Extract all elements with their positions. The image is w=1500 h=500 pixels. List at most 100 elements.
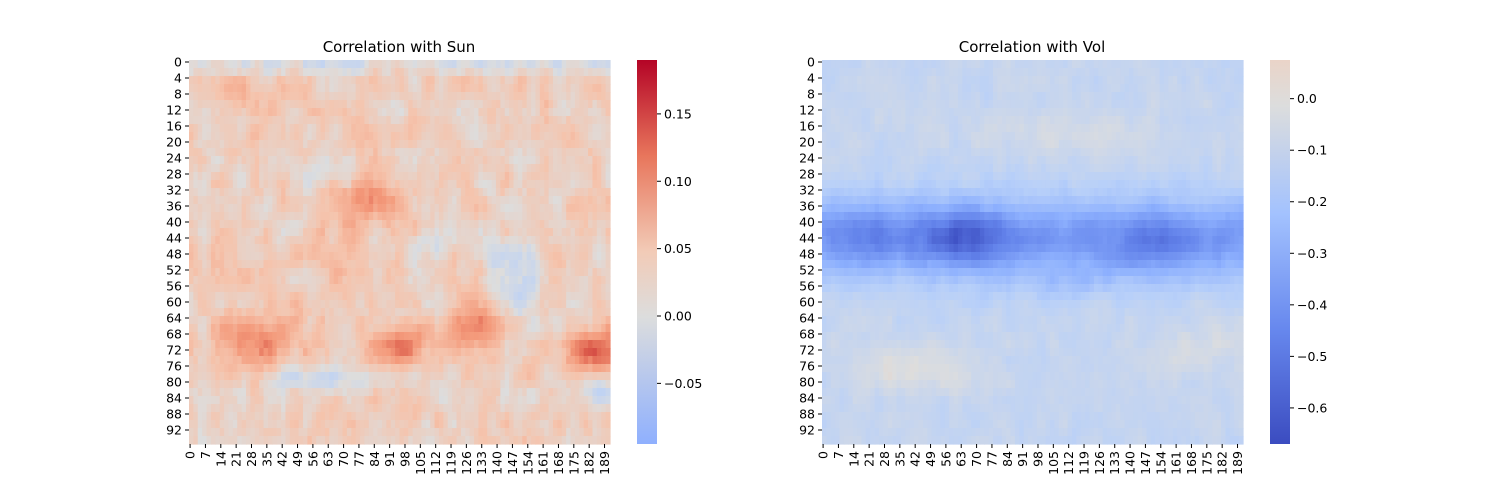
heatmap-cell [430,228,436,237]
heatmap-cell [254,220,260,229]
heatmap-cell [267,396,273,405]
heatmap-cell [478,284,484,293]
heatmap-cell [517,172,523,181]
heatmap-cell [535,84,541,93]
heatmap-cell [386,348,392,357]
x-tick-label: 77 [351,451,366,467]
heatmap-cell [263,164,269,173]
heatmap-cell [417,300,423,309]
heatmap-cell [478,268,484,277]
heatmap-cell [1128,60,1134,69]
heatmap-cell [596,92,602,101]
heatmap-cell [197,324,203,333]
heatmap-cell [333,204,339,213]
heatmap-cell [478,260,484,269]
heatmap-cell [228,332,234,341]
heatmap-cell [320,300,326,309]
heatmap-cell [469,308,475,317]
heatmap-cell [482,396,488,405]
heatmap-cell [548,244,554,253]
heatmap-cell [561,124,567,133]
heatmap-cell [848,68,854,77]
heatmap-cell [237,100,243,109]
heatmap-cell [531,108,537,117]
heatmap-cell [224,60,230,69]
heatmap-cell [535,100,541,109]
heatmap-cell [189,212,194,221]
heatmap-cell [474,348,480,357]
heatmap-cell [241,364,247,373]
heatmap-cell [443,332,449,341]
heatmap-cell [368,220,374,229]
heatmap-cell [342,180,348,189]
heatmap-cell [605,324,611,333]
heatmap-cell [1185,68,1191,77]
heatmap-cell [189,124,194,133]
heatmap-cell [254,188,260,197]
heatmap-cell [522,60,528,69]
heatmap-cell [237,116,243,125]
heatmap-cell [474,420,480,429]
heatmap-cell [596,436,602,445]
heatmap-cell [535,396,541,405]
heatmap-cell [421,388,427,397]
heatmap-cell [557,364,563,373]
heatmap-cell [351,276,357,285]
heatmap-cell [364,132,370,141]
heatmap-cell [219,228,225,237]
heatmap-cell [469,148,475,157]
heatmap-cell [513,372,519,381]
heatmap-cell [399,188,405,197]
heatmap-cell [294,316,300,325]
heatmap-cell [272,164,278,173]
heatmap-cell [395,292,401,301]
heatmap-cell [364,92,370,101]
heatmap-cell [548,284,554,293]
heatmap-cell [557,284,563,293]
heatmap-cell [259,180,265,189]
heatmap-cell [276,372,282,381]
heatmap-cell [237,300,243,309]
heatmap-cell [316,124,322,133]
heatmap-cell [189,76,194,85]
heatmap-cell [552,244,558,253]
heatmap-cell [456,300,462,309]
heatmap-cell [425,332,431,341]
heatmap-cell [285,92,291,101]
heatmap-cell [544,76,550,85]
heatmap-cell [500,324,506,333]
heatmap-cell [531,300,537,309]
heatmap-cell [482,356,488,365]
heatmap-cell [368,308,374,317]
heatmap-cell [1058,76,1064,85]
heatmap-cell [574,188,580,197]
heatmap-cell [408,196,414,205]
heatmap-cell [311,236,317,245]
heatmap-cell [509,92,515,101]
heatmap-cell [438,308,444,317]
heatmap-cell [583,396,589,405]
heatmap-cell [552,92,558,101]
heatmap-cell [338,364,344,373]
heatmap-cell [570,276,576,285]
heatmap-cell [395,132,401,141]
heatmap-cell [381,300,387,309]
heatmap-cell [469,236,475,245]
heatmap-cell [381,236,387,245]
heatmap-cell [228,124,234,133]
heatmap-cell [377,252,383,261]
heatmap-cell [526,364,532,373]
heatmap-cell [544,300,550,309]
heatmap-cell [513,404,519,413]
heatmap-cell [438,92,444,101]
heatmap-cell [491,420,497,429]
heatmap-cell [517,308,523,317]
heatmap-cell [456,84,462,93]
heatmap-cell [228,428,234,437]
heatmap-cell [1128,68,1134,77]
heatmap-cell [368,284,374,293]
heatmap-cell [224,324,230,333]
heatmap-cell [552,212,558,221]
heatmap-cell [246,124,251,133]
heatmap-cell [263,388,269,397]
